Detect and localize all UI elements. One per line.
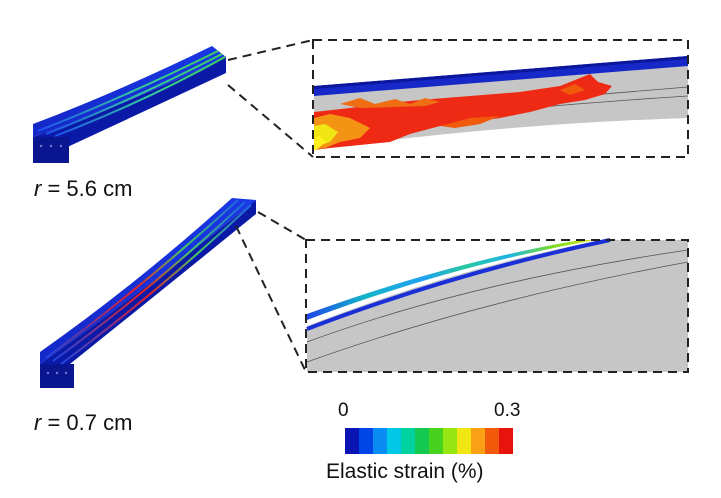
radius-symbol-top: r [34,176,42,201]
top-beam-end [33,137,69,163]
colorbar-title: Elastic strain (%) [326,460,484,483]
top-beam-top [33,46,226,137]
colorbar-swatch [443,428,457,454]
colorbar [345,428,513,454]
colorbar-swatch [401,428,415,454]
top-detail-view [312,39,689,158]
top-beam [33,46,226,163]
radius-value-bottom: = 0.7 cm [41,410,133,435]
bottom-beam-side [40,200,256,388]
radius-label-bottom: r = 0.7 cm [34,410,132,436]
colorbar-swatch [499,428,513,454]
colorbar-swatch [471,428,485,454]
colorbar-swatch [373,428,387,454]
bottom-detail-view [305,238,689,373]
colorbar-swatch [457,428,471,454]
colorbar-swatch [485,428,499,454]
colorbar-min-label: 0 [338,400,349,421]
colorbar-swatch [429,428,443,454]
radius-value-top: = 5.6 cm [41,176,133,201]
top-beam-side [33,57,226,163]
colorbar-swatch [387,428,401,454]
colorbar-max-label: 0.3 [494,400,521,421]
bottom-beam [40,198,256,388]
colorbar-swatch [345,428,359,454]
bottom-beam-end [40,364,74,388]
radius-symbol-bottom: r [34,410,42,435]
colorbar-swatch [415,428,429,454]
colorbar-swatch [359,428,373,454]
radius-label-top: r = 5.6 cm [34,176,132,202]
